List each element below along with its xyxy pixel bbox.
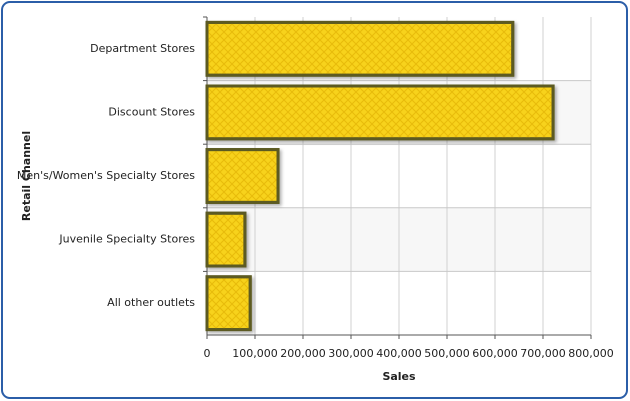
- bar-group: [205, 84, 555, 141]
- y-tick-label: Department Stores: [90, 42, 195, 55]
- y-tick-label: Juvenile Specialty Stores: [58, 233, 195, 246]
- x-tick-label: 100,000: [232, 347, 278, 360]
- x-tick-label: 700,000: [520, 347, 566, 360]
- bar-group: [205, 275, 252, 332]
- y-axis-title: Retail Channel: [20, 131, 33, 221]
- x-tick-label: 0: [204, 347, 211, 360]
- y-tick-label: Discount Stores: [108, 105, 195, 118]
- bar-hatch: [205, 275, 252, 332]
- bar-group: [205, 148, 280, 204]
- x-tick-label: 200,000: [280, 347, 326, 360]
- bar-hatch: [205, 84, 555, 141]
- y-tick-label: All other outlets: [107, 296, 195, 309]
- bar-hatch: [205, 148, 280, 204]
- x-tick-label: 400,000: [376, 347, 422, 360]
- x-tick-label: 800,000: [568, 347, 614, 360]
- x-tick-label: 300,000: [328, 347, 374, 360]
- bar-hatch: [205, 211, 247, 268]
- bar-group: [205, 211, 247, 268]
- bar-hatch: [205, 20, 515, 77]
- x-axis-title: Sales: [382, 370, 416, 383]
- x-tick-label: 600,000: [472, 347, 518, 360]
- x-tick-label: 500,000: [424, 347, 470, 360]
- bar-group: [205, 20, 515, 77]
- y-tick-label: Men's/Women's Specialty Stores: [17, 169, 195, 182]
